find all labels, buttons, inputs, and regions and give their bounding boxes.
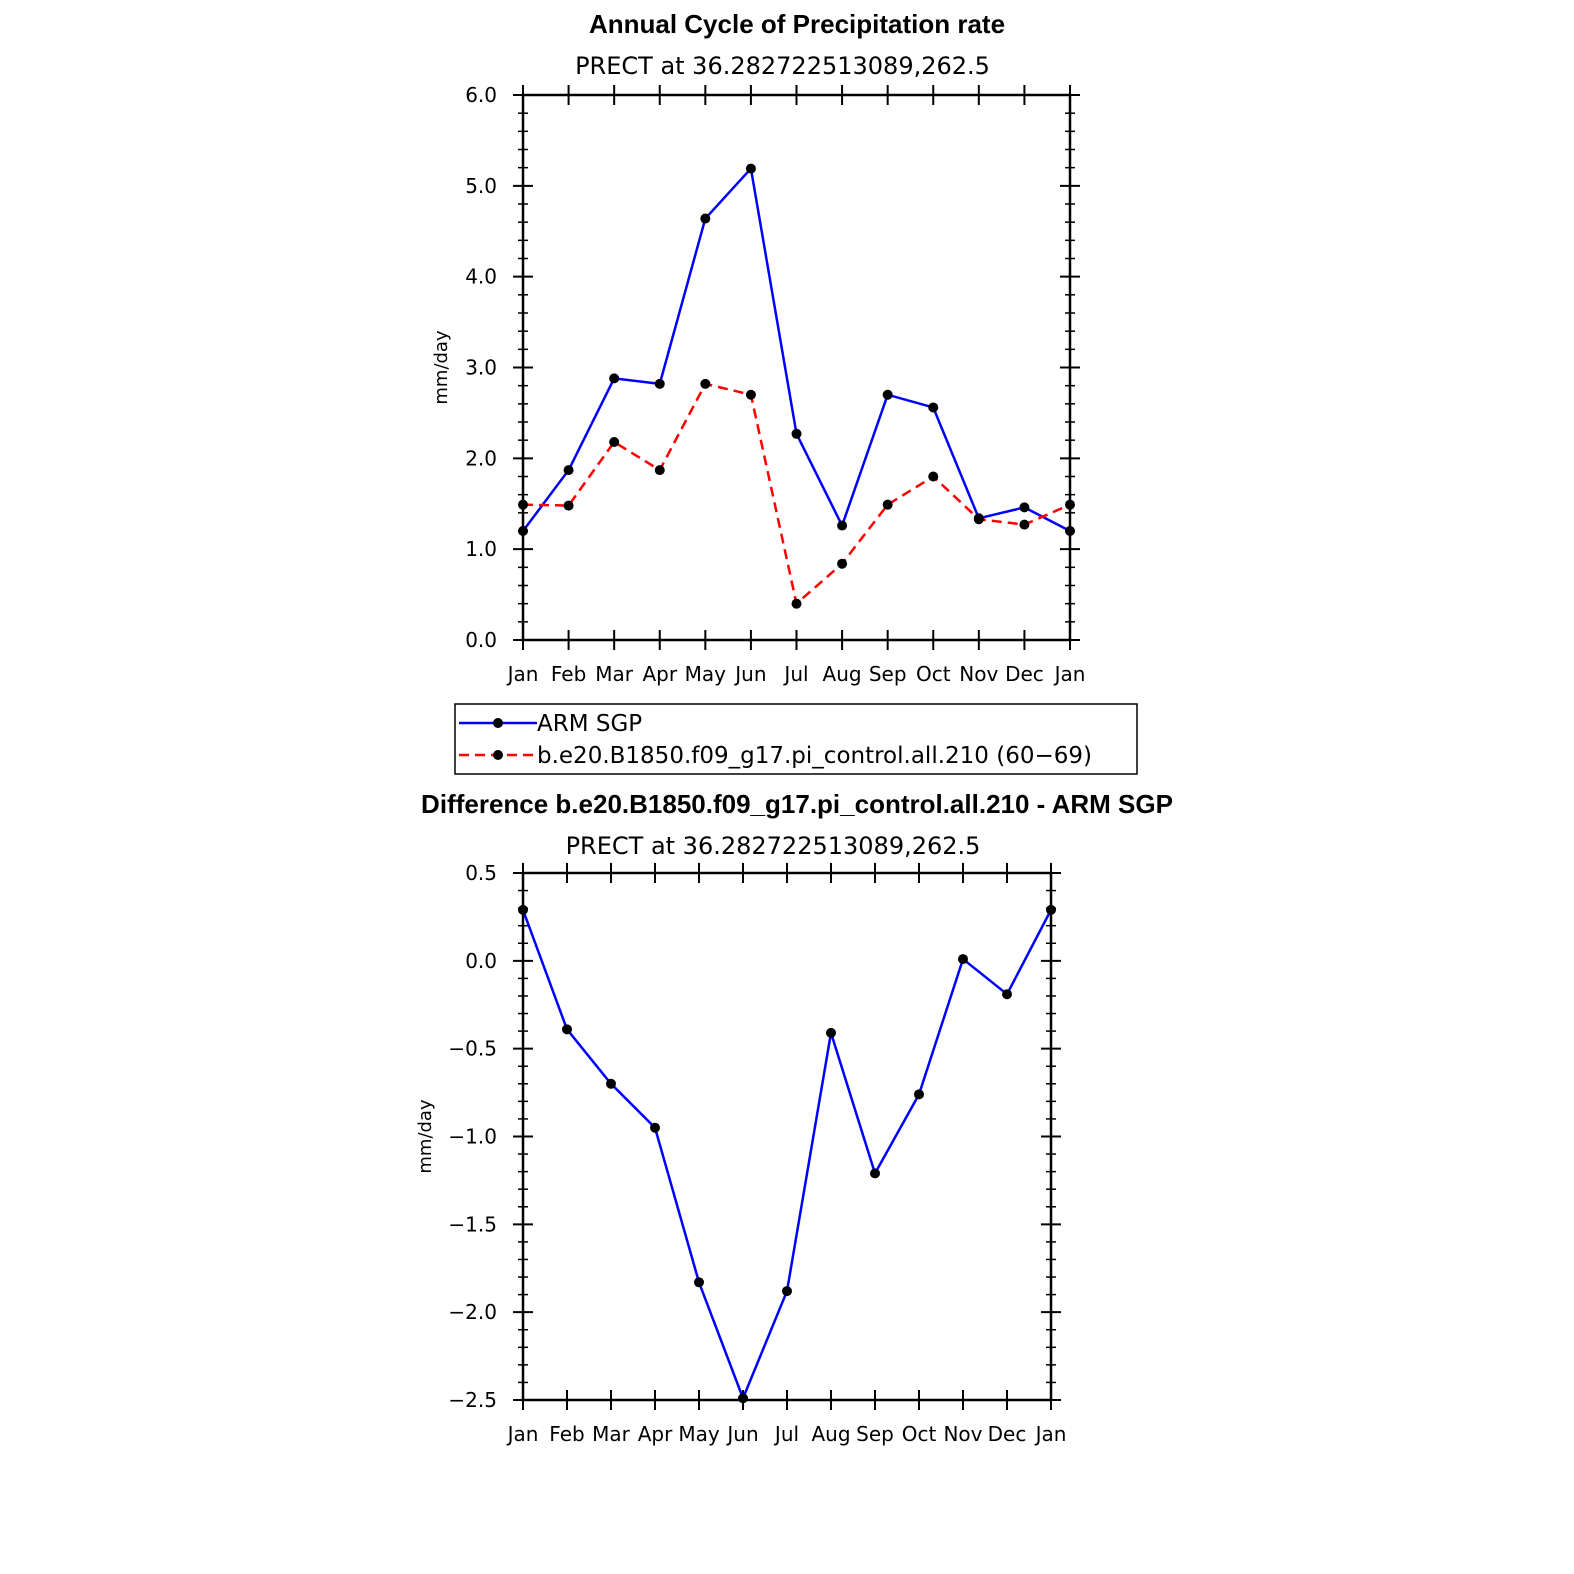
y-tick-label: 2.0	[465, 446, 497, 470]
data-point	[654, 378, 665, 389]
data-point	[870, 1168, 880, 1179]
x-tick-label: Apr	[638, 1422, 673, 1446]
legend-box	[454, 703, 1138, 775]
data-point	[1065, 499, 1075, 510]
y-tick-label: 4.0	[465, 265, 497, 289]
x-tick-label: Mar	[592, 1422, 631, 1446]
y-tick-label: 1.0	[465, 537, 497, 561]
data-point	[609, 436, 620, 447]
legend-label: b.e20.B1850.f09_g17.pi_control.all.210 (…	[537, 743, 1092, 769]
y-tick-label: 0.0	[465, 628, 497, 652]
x-tick-label: Dec	[1005, 662, 1044, 686]
data-point	[791, 428, 802, 439]
x-tick-label: Sep	[869, 662, 907, 686]
data-point	[745, 389, 756, 400]
data-point	[609, 373, 620, 384]
x-tick-label: Apr	[642, 662, 677, 686]
chart-title: Difference b.e20.B1850.f09_g17.pi_contro…	[421, 789, 1173, 819]
data-point	[958, 954, 968, 965]
legend-swatch-marker	[493, 750, 503, 760]
data-point	[928, 402, 939, 413]
legend: ARM SGP b.e20.B1850.f09_g17.pi_control.al…	[454, 703, 1138, 775]
data-point	[973, 514, 984, 525]
data-point	[700, 213, 711, 224]
y-axis-label: mm/day	[431, 330, 452, 405]
series-line-1	[521, 167, 1071, 533]
chart-2: Difference b.e20.B1850.f09_g17.pi_contro…	[415, 789, 1173, 1446]
plot-frame	[521, 93, 1072, 642]
chart-title: Annual Cycle of Precipitation rate	[589, 9, 1005, 39]
data-point	[518, 499, 528, 510]
data-point	[563, 500, 574, 511]
chart-subtitle: PRECT at 36.282722513089,262.5	[575, 52, 990, 80]
data-point	[563, 465, 574, 476]
data-point	[837, 558, 848, 569]
data-point	[882, 389, 893, 400]
data-point	[914, 1089, 924, 1100]
data-point	[837, 520, 848, 531]
data-point	[928, 471, 939, 482]
data-point	[1065, 526, 1075, 536]
x-tick-label: Jan	[506, 1422, 539, 1446]
data-point	[518, 904, 528, 915]
plot-frame	[521, 871, 1053, 1402]
x-tick-label: May	[685, 662, 727, 686]
y-axis-label: mm/day	[415, 1099, 436, 1174]
series-line-1	[521, 909, 1053, 1400]
y-tick-label: −2.5	[448, 1388, 497, 1412]
legend-swatch-marker	[493, 718, 503, 728]
legend-label: ARM SGP	[537, 711, 642, 737]
y-tick-label: 3.0	[465, 356, 497, 380]
x-tick-label: Aug	[811, 1422, 850, 1446]
y-tick-label: 6.0	[465, 83, 497, 107]
y-tick-label: −1.0	[448, 1125, 497, 1149]
y-tick-label: 0.0	[465, 949, 497, 973]
x-tick-label: Oct	[902, 1422, 937, 1446]
x-tick-label: Jan	[1053, 662, 1086, 686]
data-point	[518, 526, 528, 536]
x-tick-label: May	[678, 1422, 720, 1446]
data-point	[650, 1122, 660, 1133]
data-point	[1046, 904, 1056, 915]
x-tick-label: Jul	[782, 662, 808, 686]
data-point	[606, 1078, 616, 1089]
data-point	[882, 499, 893, 510]
data-point	[745, 163, 756, 174]
data-point	[738, 1393, 748, 1404]
x-tick-label: Mar	[595, 662, 634, 686]
data-point	[1019, 519, 1030, 530]
y-tick-label: −0.5	[448, 1037, 497, 1061]
x-tick-label: Jun	[733, 662, 766, 686]
x-tick-label: Sep	[856, 1422, 894, 1446]
data-point	[694, 1277, 704, 1288]
data-point	[562, 1024, 572, 1035]
data-point	[826, 1027, 836, 1038]
data-point	[782, 1286, 792, 1297]
x-tick-label: Nov	[959, 662, 998, 686]
x-tick-label: Dec	[988, 1422, 1027, 1446]
x-tick-label: Oct	[916, 662, 951, 686]
data-point	[700, 378, 711, 389]
y-tick-label: −2.0	[448, 1300, 497, 1324]
y-tick-label: −1.5	[448, 1212, 497, 1236]
x-tick-label: Aug	[823, 662, 862, 686]
data-point	[1019, 502, 1030, 513]
data-point	[654, 465, 665, 476]
chart-subtitle: PRECT at 36.282722513089,262.5	[566, 832, 981, 860]
x-tick-label: Feb	[551, 662, 586, 686]
y-tick-label: 0.5	[465, 861, 497, 885]
x-tick-label: Nov	[943, 1422, 982, 1446]
chart-1: Annual Cycle of Precipitation rate PRECT …	[431, 9, 1138, 775]
y-tick-label: 5.0	[465, 174, 497, 198]
x-tick-label: Jun	[725, 1422, 758, 1446]
x-tick-label: Jan	[506, 662, 539, 686]
data-point	[1002, 989, 1012, 1000]
series-line-2	[522, 382, 1071, 605]
x-tick-label: Jan	[1034, 1422, 1067, 1446]
x-tick-label: Jul	[773, 1422, 799, 1446]
x-tick-label: Feb	[549, 1422, 584, 1446]
data-point	[791, 598, 802, 609]
